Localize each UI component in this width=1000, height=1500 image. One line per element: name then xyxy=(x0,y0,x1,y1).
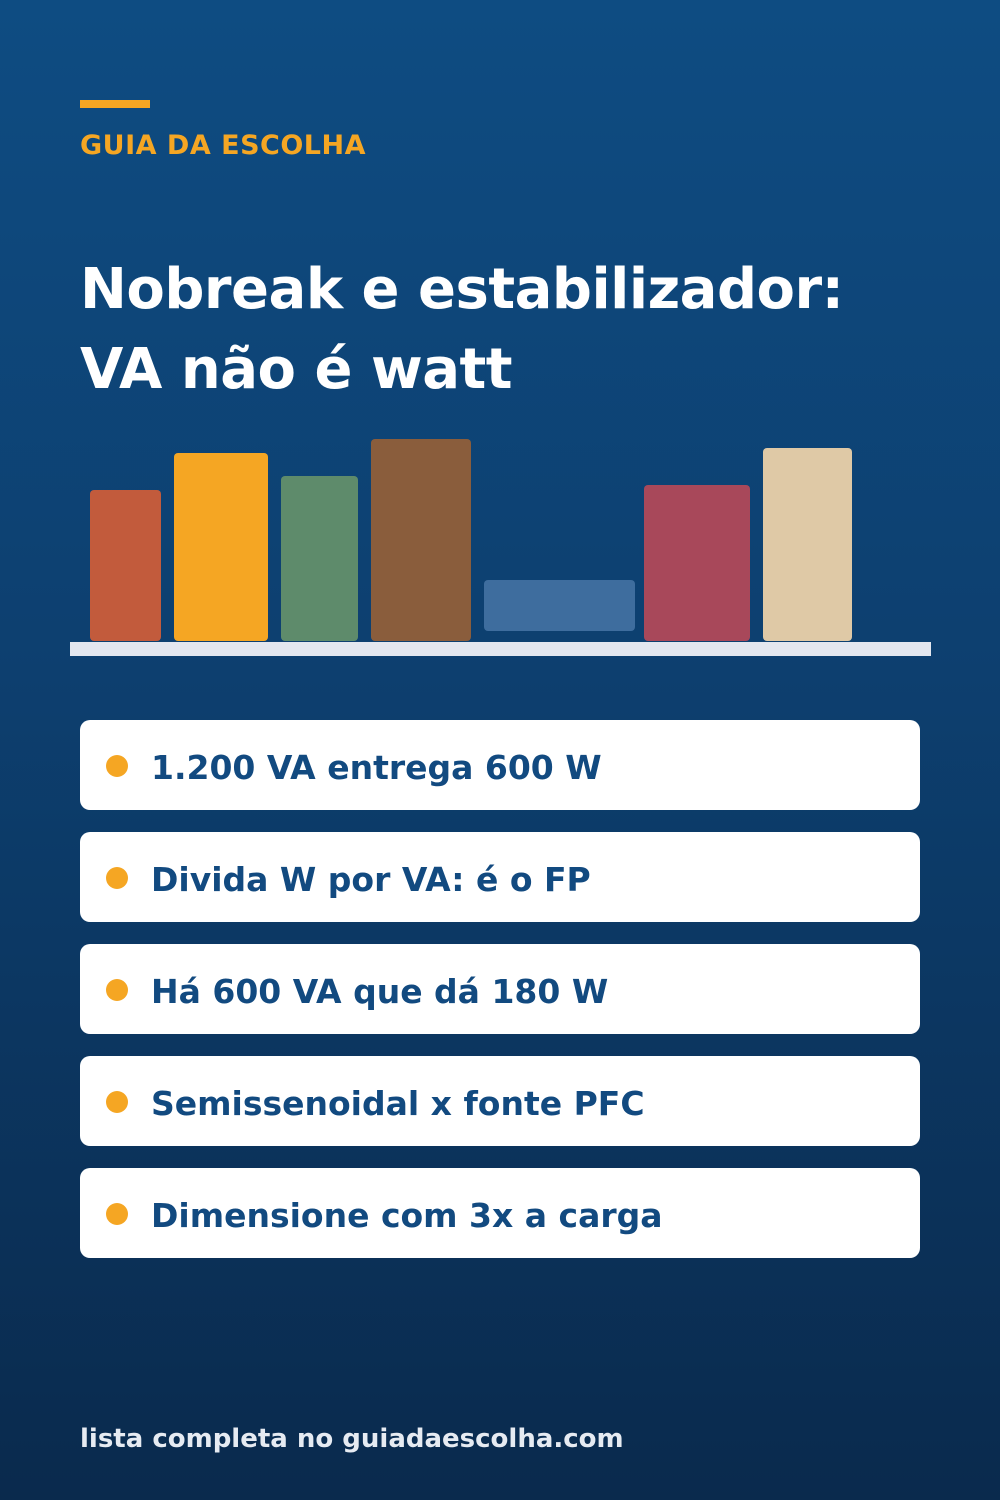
accent-line xyxy=(80,100,150,108)
bullet-dot-icon xyxy=(106,755,128,777)
title-line-1: Nobreak e estabilizador: xyxy=(80,257,844,322)
page-title: Nobreak e estabilizador: VA não é watt xyxy=(80,250,844,410)
book-6 xyxy=(644,485,750,641)
tip-card: Semissenoidal x fonte PFC xyxy=(80,1056,920,1146)
tips-list: 1.200 VA entrega 600 W Divida W por VA: … xyxy=(80,720,920,1280)
tip-card: 1.200 VA entrega 600 W xyxy=(80,720,920,810)
bullet-dot-icon xyxy=(106,867,128,889)
title-line-2: VA não é watt xyxy=(80,337,513,402)
book-4 xyxy=(371,439,471,641)
tip-card: Dimensione com 3x a carga xyxy=(80,1168,920,1258)
shelf xyxy=(70,642,931,656)
tip-card: Há 600 VA que dá 180 W xyxy=(80,944,920,1034)
book-7 xyxy=(763,448,852,641)
bookshelf-illustration xyxy=(70,430,932,660)
tip-text: Há 600 VA que dá 180 W xyxy=(151,972,609,1011)
book-lying-flat xyxy=(484,580,635,631)
tip-card: Divida W por VA: é o FP xyxy=(80,832,920,922)
bullet-dot-icon xyxy=(106,1203,128,1225)
book-2 xyxy=(174,453,268,641)
tip-text: 1.200 VA entrega 600 W xyxy=(151,748,602,787)
bullet-dot-icon xyxy=(106,979,128,1001)
bullet-dot-icon xyxy=(106,1091,128,1113)
tip-text: Dimensione com 3x a carga xyxy=(151,1196,663,1235)
brand-label: GUIA DA ESCOLHA xyxy=(80,130,366,161)
tip-text: Divida W por VA: é o FP xyxy=(151,860,591,899)
book-3 xyxy=(281,476,358,641)
footer-link-text: lista completa no guiadaescolha.com xyxy=(80,1424,624,1454)
book-1 xyxy=(90,490,161,641)
tip-text: Semissenoidal x fonte PFC xyxy=(151,1084,645,1123)
